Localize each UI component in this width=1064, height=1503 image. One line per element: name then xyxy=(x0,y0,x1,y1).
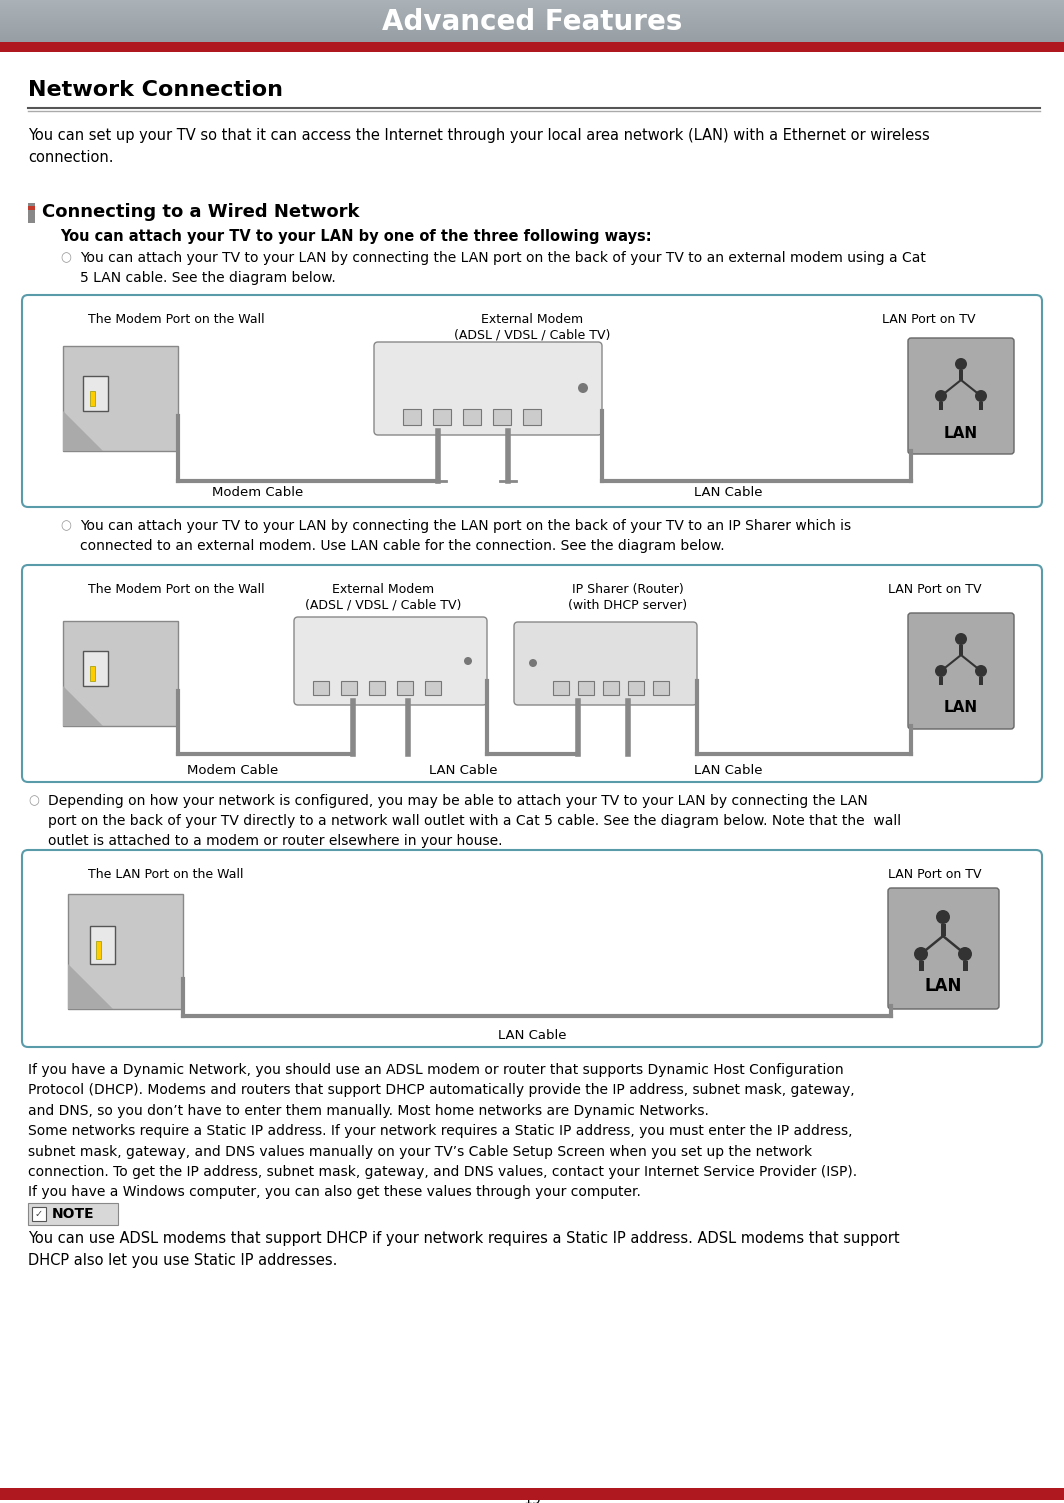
Bar xyxy=(63,346,178,451)
FancyBboxPatch shape xyxy=(22,851,1042,1048)
Bar xyxy=(425,681,440,694)
Bar xyxy=(83,376,109,410)
FancyBboxPatch shape xyxy=(888,888,999,1009)
Text: ○: ○ xyxy=(60,519,71,532)
Bar xyxy=(553,681,569,694)
Text: You can attach your TV to your LAN by one of the three following ways:: You can attach your TV to your LAN by on… xyxy=(60,228,651,243)
Circle shape xyxy=(975,389,987,401)
Text: External Modem
(ADSL / VDSL / Cable TV): External Modem (ADSL / VDSL / Cable TV) xyxy=(454,313,610,343)
Bar xyxy=(0,42,1064,53)
Bar xyxy=(63,621,178,726)
Circle shape xyxy=(529,658,537,667)
Bar xyxy=(28,206,35,210)
Bar xyxy=(83,651,109,685)
Circle shape xyxy=(955,633,967,645)
Text: LAN: LAN xyxy=(925,977,962,995)
Bar xyxy=(653,681,669,694)
Polygon shape xyxy=(63,685,103,726)
Bar xyxy=(603,681,619,694)
Text: LAN Cable: LAN Cable xyxy=(694,485,762,499)
Bar xyxy=(90,666,95,681)
Text: LAN Port on TV: LAN Port on TV xyxy=(882,313,976,326)
Text: You can attach your TV to your LAN by connecting the LAN port on the back of you: You can attach your TV to your LAN by co… xyxy=(80,519,851,553)
Bar xyxy=(628,681,644,694)
Text: IP Sharer (Router)
(with DHCP server): IP Sharer (Router) (with DHCP server) xyxy=(568,583,687,612)
Text: LAN: LAN xyxy=(944,700,978,715)
Bar xyxy=(959,645,963,655)
Text: LAN Port on TV: LAN Port on TV xyxy=(887,869,981,881)
FancyBboxPatch shape xyxy=(294,618,487,705)
Bar xyxy=(28,1202,118,1225)
FancyBboxPatch shape xyxy=(908,613,1014,729)
Polygon shape xyxy=(68,963,113,1009)
Bar xyxy=(941,924,946,936)
Text: External Modem
(ADSL / VDSL / Cable TV): External Modem (ADSL / VDSL / Cable TV) xyxy=(304,583,461,612)
Text: Connecting to a Wired Network: Connecting to a Wired Network xyxy=(41,203,360,221)
Bar xyxy=(313,681,329,694)
Circle shape xyxy=(955,358,967,370)
Text: LAN Cable: LAN Cable xyxy=(694,764,762,777)
Bar xyxy=(0,1488,1064,1500)
Text: Advanced Features: Advanced Features xyxy=(382,8,682,36)
Bar xyxy=(28,203,35,222)
Text: Network Connection: Network Connection xyxy=(28,80,283,101)
Bar xyxy=(979,401,983,410)
Circle shape xyxy=(975,664,987,676)
Text: ○: ○ xyxy=(28,794,39,807)
Bar xyxy=(96,941,101,959)
Circle shape xyxy=(914,947,928,960)
Bar xyxy=(959,370,963,380)
Bar xyxy=(578,681,594,694)
Bar xyxy=(32,1207,46,1220)
Text: ✓: ✓ xyxy=(35,1208,43,1219)
Circle shape xyxy=(935,389,947,401)
Text: LAN Port on TV: LAN Port on TV xyxy=(887,583,981,597)
Circle shape xyxy=(936,909,950,924)
Bar xyxy=(90,926,115,963)
Text: Modem Cable: Modem Cable xyxy=(213,485,303,499)
FancyBboxPatch shape xyxy=(514,622,697,705)
Bar xyxy=(403,409,421,425)
Text: LAN Cable: LAN Cable xyxy=(429,764,497,777)
Bar xyxy=(433,409,451,425)
FancyBboxPatch shape xyxy=(375,343,602,434)
Text: Depending on how your network is configured, you may be able to attach your TV t: Depending on how your network is configu… xyxy=(48,794,901,848)
Text: The Modem Port on the Wall: The Modem Port on the Wall xyxy=(88,313,265,326)
Text: You can set up your TV so that it can access the Internet through your local are: You can set up your TV so that it can ac… xyxy=(28,128,930,165)
Bar xyxy=(68,894,183,1009)
Bar xyxy=(979,676,983,685)
Text: The LAN Port on the Wall: The LAN Port on the Wall xyxy=(88,869,244,881)
Bar xyxy=(369,681,385,694)
Text: LAN: LAN xyxy=(944,425,978,440)
Polygon shape xyxy=(63,410,103,451)
Circle shape xyxy=(464,657,472,664)
Circle shape xyxy=(958,947,972,960)
Text: You can use ADSL modems that support DHCP if your network requires a Static IP a: You can use ADSL modems that support DHC… xyxy=(28,1231,900,1269)
Bar xyxy=(397,681,413,694)
Bar xyxy=(90,391,95,406)
Text: If you have a Dynamic Network, you should use an ADSL modem or router that suppo: If you have a Dynamic Network, you shoul… xyxy=(28,1063,858,1199)
Text: ○: ○ xyxy=(60,251,71,265)
Bar xyxy=(940,401,943,410)
FancyBboxPatch shape xyxy=(908,338,1014,454)
Bar xyxy=(963,960,968,971)
Text: Modem Cable: Modem Cable xyxy=(187,764,279,777)
Bar xyxy=(340,681,358,694)
Bar xyxy=(493,409,511,425)
Bar xyxy=(463,409,481,425)
Bar xyxy=(523,409,541,425)
Text: You can attach your TV to your LAN by connecting the LAN port on the back of you: You can attach your TV to your LAN by co… xyxy=(80,251,926,286)
Bar xyxy=(919,960,924,971)
Text: NOTE: NOTE xyxy=(52,1207,95,1220)
Circle shape xyxy=(578,383,588,392)
Bar xyxy=(940,676,943,685)
Text: LAN Cable: LAN Cable xyxy=(498,1030,566,1042)
Text: 19: 19 xyxy=(523,1492,541,1503)
FancyBboxPatch shape xyxy=(22,295,1042,507)
Circle shape xyxy=(935,664,947,676)
Text: The Modem Port on the Wall: The Modem Port on the Wall xyxy=(88,583,265,597)
FancyBboxPatch shape xyxy=(22,565,1042,782)
